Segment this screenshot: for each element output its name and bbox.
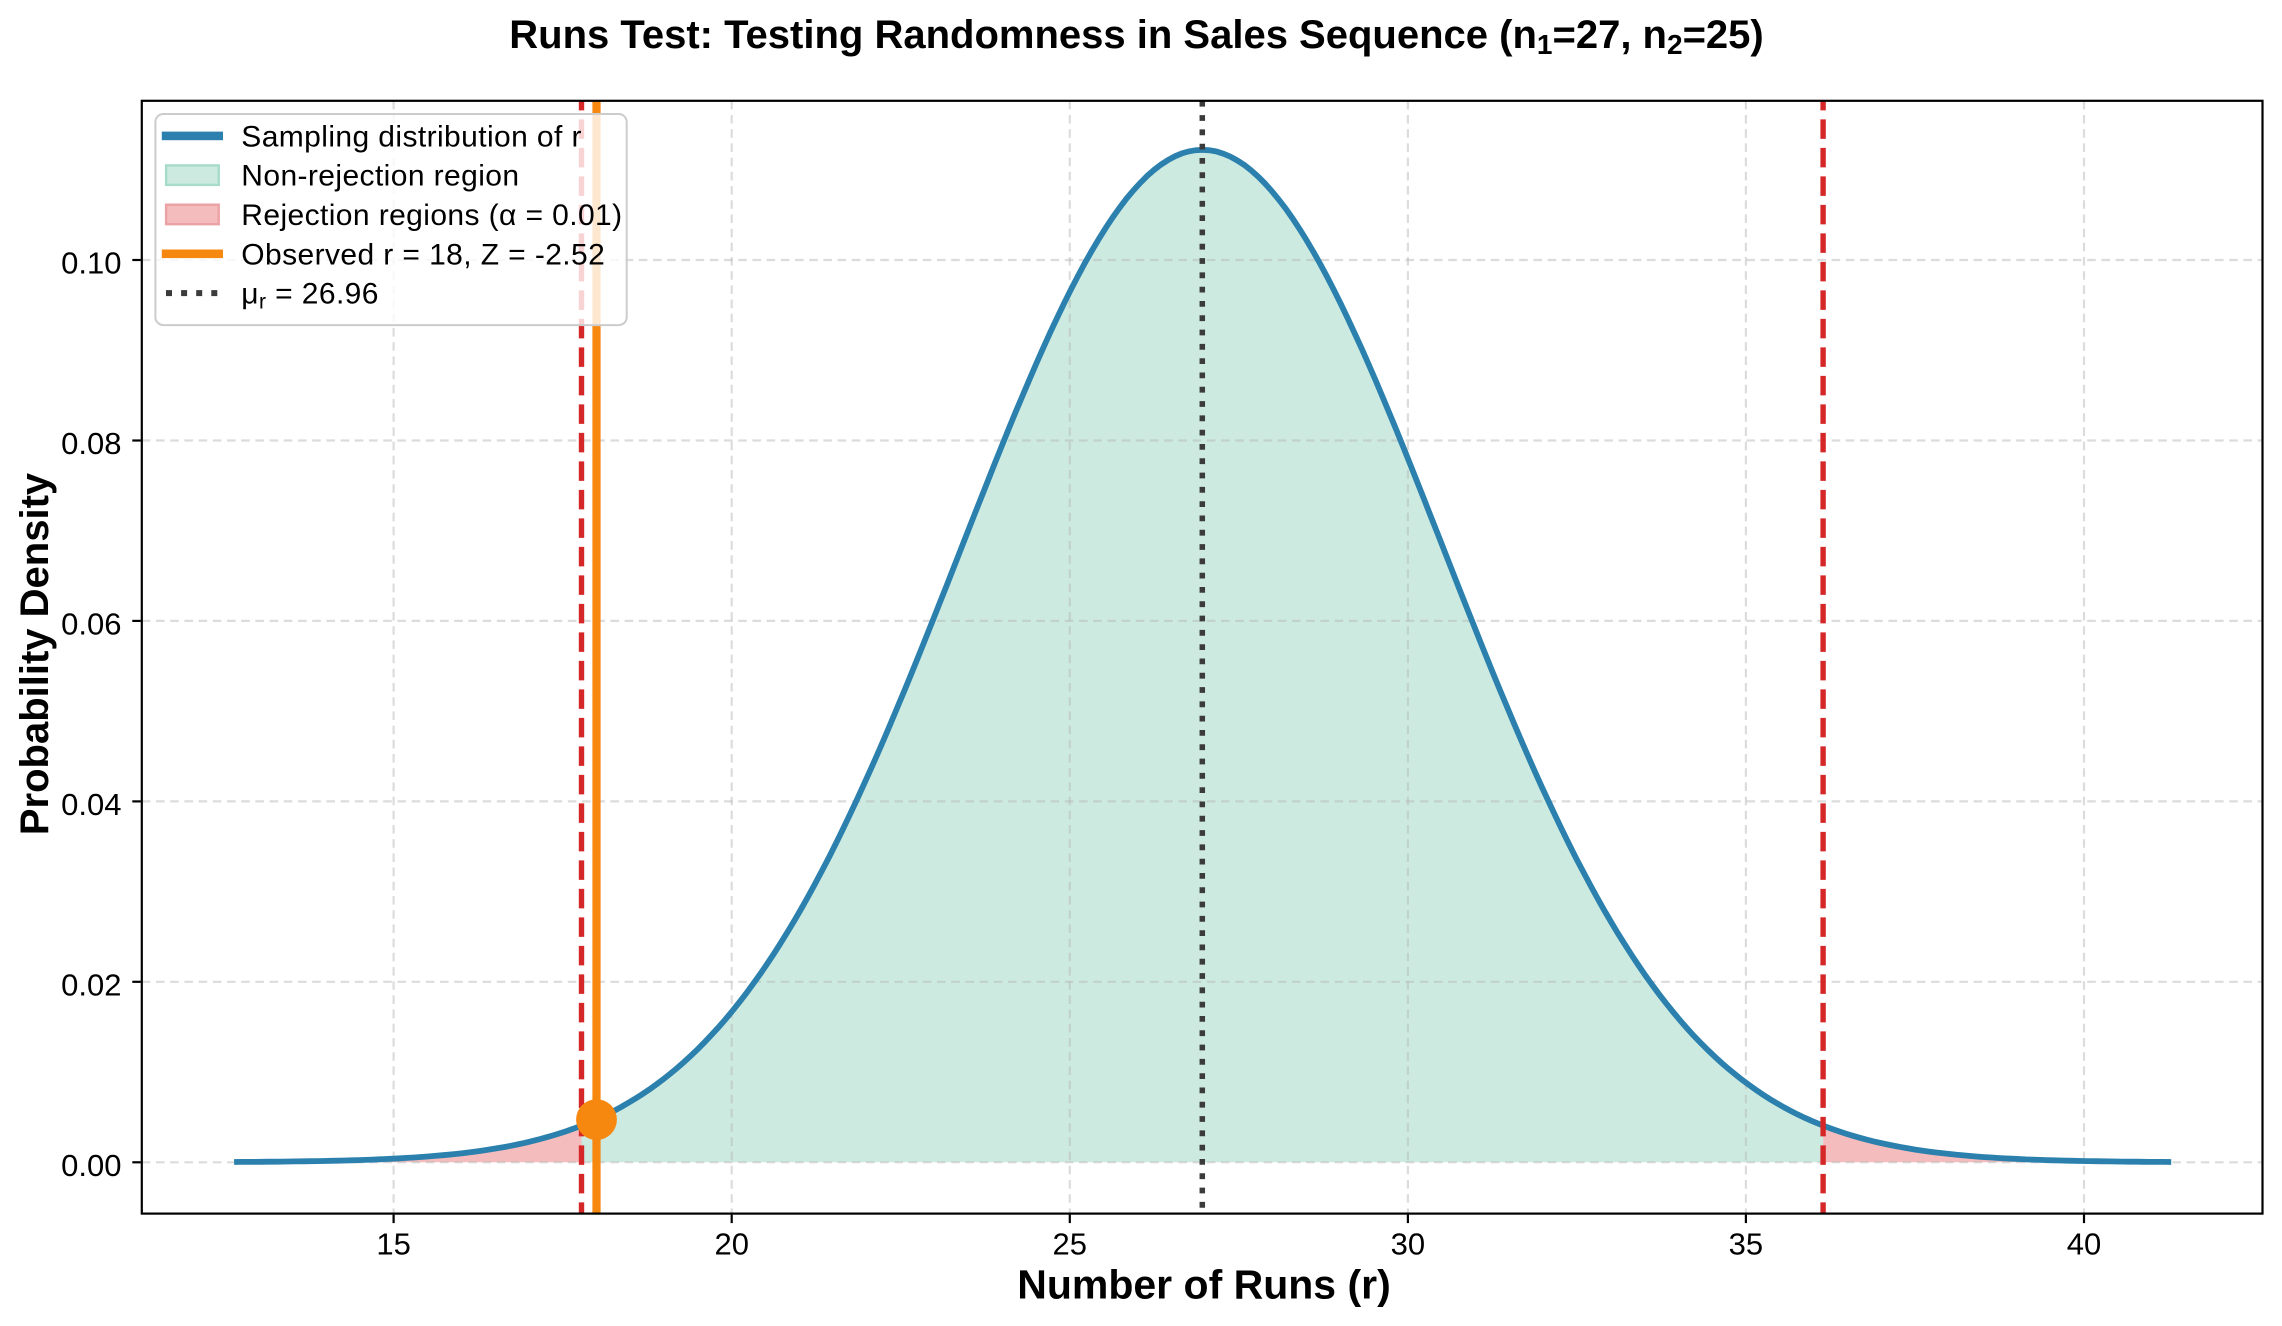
svg-text:30: 30 — [1391, 1227, 1425, 1262]
svg-text:Non-rejection region: Non-rejection region — [241, 160, 519, 193]
svg-text:0.02: 0.02 — [61, 968, 121, 1003]
svg-text:Number of Runs (r): Number of Runs (r) — [1017, 1261, 1391, 1307]
svg-text:Runs Test: Testing Randomness: Runs Test: Testing Randomness in Sales S… — [509, 13, 1763, 60]
svg-text:0.08: 0.08 — [61, 426, 121, 461]
svg-text:15: 15 — [376, 1227, 410, 1262]
svg-text:0.06: 0.06 — [61, 607, 121, 642]
svg-text:0.10: 0.10 — [61, 246, 121, 281]
svg-text:Rejection regions (α = 0.01): Rejection regions (α = 0.01) — [241, 199, 622, 232]
svg-text:35: 35 — [1729, 1227, 1763, 1262]
svg-text:Observed r = 18, Z = -2.52: Observed r = 18, Z = -2.52 — [241, 238, 605, 271]
svg-text:20: 20 — [714, 1227, 748, 1262]
svg-text:0.00: 0.00 — [61, 1148, 121, 1183]
svg-text:0.04: 0.04 — [61, 787, 121, 822]
svg-text:40: 40 — [2067, 1227, 2101, 1262]
svg-text:Sampling distribution of r: Sampling distribution of r — [241, 120, 582, 153]
svg-text:25: 25 — [1053, 1227, 1087, 1262]
svg-text:Probability Density: Probability Density — [13, 472, 57, 835]
